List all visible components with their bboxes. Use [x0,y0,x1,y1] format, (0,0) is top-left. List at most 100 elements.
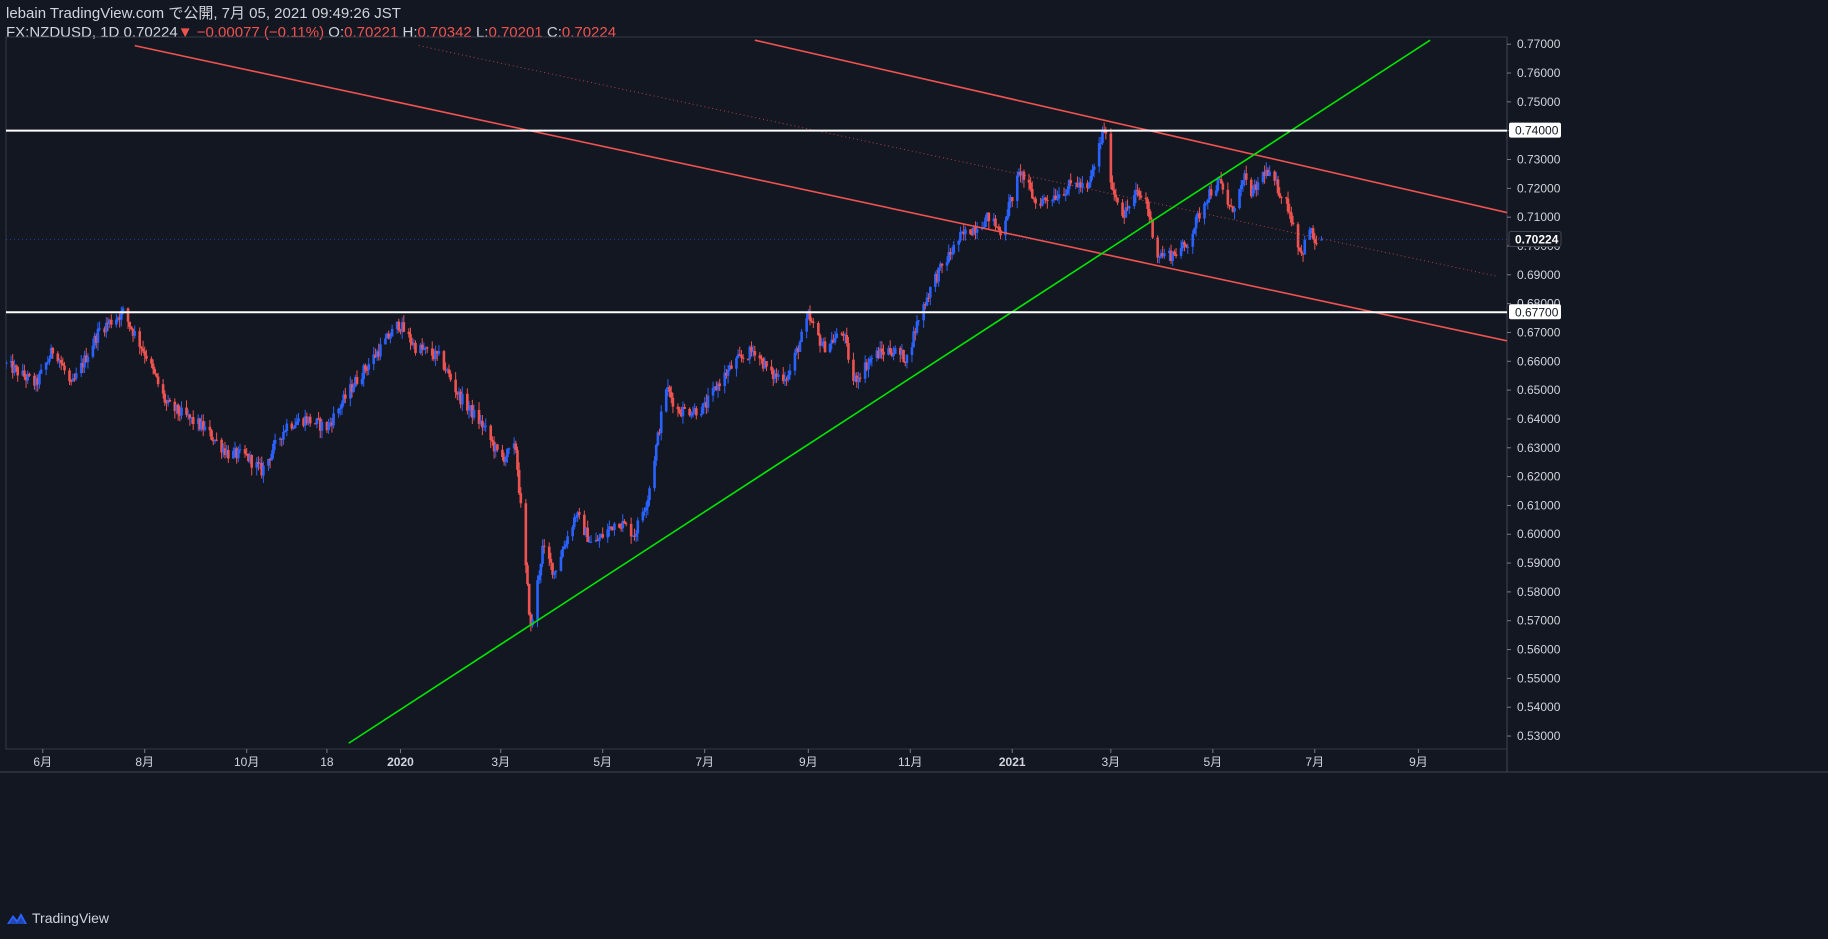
candle-body [646,499,650,508]
candle-body [539,563,543,576]
candle-body [200,421,203,430]
candle-body [33,375,36,386]
candle-body [327,422,330,431]
candle-body [1112,190,1116,195]
candle-body [1010,197,1014,201]
candle-body [325,421,329,431]
candle-body [820,345,823,347]
candle-body [793,352,797,371]
candle-body [360,378,364,384]
candle-body [972,227,976,236]
candle-body [997,226,1001,230]
candle-body [659,411,663,433]
candle-body [695,408,698,416]
candle-body [395,321,399,329]
level-price-label: 0.67700 [1515,305,1559,319]
candle-body [549,558,553,563]
candle-body [619,527,623,529]
x-tick-label: 6月 [33,755,52,769]
candle-body [21,370,25,376]
candle-body [666,386,670,390]
candle-body [1194,216,1198,229]
candle-body [807,312,810,319]
candle-body [273,439,277,444]
candle-body [1044,197,1047,201]
candle-body [835,333,839,338]
candle-body [776,374,780,377]
candle-body [74,373,78,379]
candle-body [198,418,202,430]
candle-body [481,420,484,428]
candle-body [830,339,834,344]
y-tick-label: 0.75000 [1517,95,1561,109]
candle-body [425,347,429,349]
candle-body [262,465,265,476]
candle-body [482,425,486,428]
y-tick-label: 0.57000 [1517,614,1561,628]
candle-body [133,331,137,336]
candle-body [706,395,710,408]
candle-body [561,549,564,557]
candle-body [992,218,996,222]
candle-body [1308,229,1312,240]
candle-body [332,413,335,426]
candle-body [247,453,250,462]
candle-body [258,462,262,464]
candle-body [432,355,436,359]
candle-body [1221,183,1225,190]
candle-body [683,406,686,409]
candle-body [1168,250,1171,254]
candle-body [48,358,51,362]
candle-body [235,448,238,459]
candle-body [773,373,777,380]
candle-body [1310,228,1313,230]
candle-body [1196,213,1200,217]
x-tick-label: 9月 [799,755,818,769]
candle-body [1163,253,1166,257]
candle-body [83,355,86,368]
candle-body [913,331,917,333]
candle-body [634,533,638,537]
candle-body [1069,180,1073,184]
candle-body [1146,199,1149,209]
candle-body [24,376,28,381]
y-tick-label: 0.55000 [1517,671,1561,685]
candle-body [878,348,882,359]
candle-body [1179,248,1183,256]
candle-body [121,308,125,311]
candle-body [173,401,177,412]
candle-body [292,427,295,429]
candle-body [1076,182,1079,188]
candle-body [108,319,111,324]
candle-body [1029,182,1032,189]
candle-body [526,565,529,585]
candle-body [1303,239,1307,255]
y-tick-label: 0.60000 [1517,527,1561,541]
candle-body [437,351,441,354]
candle-body [924,304,927,306]
candle-body [243,449,247,454]
candle-body [106,322,110,324]
candle-body [238,449,242,451]
candle-body [180,407,183,416]
candle-body [668,386,671,392]
x-tick-label: 10月 [234,755,259,769]
candle-body [905,354,909,363]
candle-body [681,406,685,417]
y-tick-label: 0.56000 [1517,643,1561,657]
candle-body [892,353,895,357]
candle-body [71,378,75,382]
candle-body [91,345,95,357]
candle-body [1087,182,1091,189]
candle-body [1186,246,1190,248]
footer: TradingView [6,910,109,926]
x-tick-label: 8月 [135,755,154,769]
candle-body [94,335,98,343]
candle-body [442,351,446,370]
candle-body [280,438,284,440]
candle-body [1086,183,1089,189]
candle-body [740,355,743,358]
candle-body [278,438,282,440]
candle-body [166,399,170,404]
